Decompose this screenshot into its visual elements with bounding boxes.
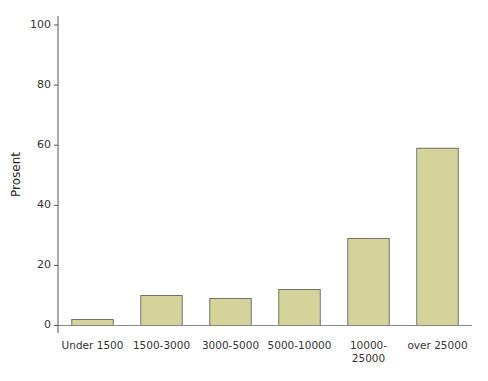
bar	[141, 295, 182, 325]
y-tick-label: 100	[30, 18, 51, 31]
bar	[417, 148, 458, 325]
bar	[72, 319, 113, 325]
x-tick-label: over 25000	[407, 339, 467, 351]
y-tick	[54, 205, 58, 206]
x-tick-label: Under 1500	[62, 339, 124, 351]
bar	[348, 238, 389, 325]
bar	[210, 298, 251, 325]
x-tick-label: 5000-10000	[268, 339, 332, 351]
y-tick	[54, 85, 58, 86]
y-tick	[54, 145, 58, 146]
bars	[72, 148, 458, 325]
y-tick	[54, 25, 58, 26]
y-tick-label: 20	[37, 258, 51, 271]
y-tick	[54, 325, 58, 326]
y-tick-label: 0	[44, 318, 51, 331]
y-axis-line	[58, 16, 59, 333]
y-tick-label: 80	[37, 78, 51, 91]
chart-container: 0 20 40 60 80 100 Under 1500 1500-3000 3000-5000…	[0, 0, 488, 381]
y-tick	[54, 265, 58, 266]
bar	[279, 289, 320, 325]
x-tick-label: 1500-3000	[133, 339, 190, 351]
x-tick-label: 3000-5000	[202, 339, 259, 351]
y-axis-label: Prosent	[9, 152, 23, 197]
x-tick-label: 10000-25000	[350, 339, 387, 364]
y-tick-label: 40	[37, 198, 51, 211]
baseline	[58, 325, 472, 326]
y-tick-label: 60	[37, 138, 51, 151]
chart-svg: 0 20 40 60 80 100 Under 1500 1500-3000 3000-5000…	[0, 0, 488, 381]
